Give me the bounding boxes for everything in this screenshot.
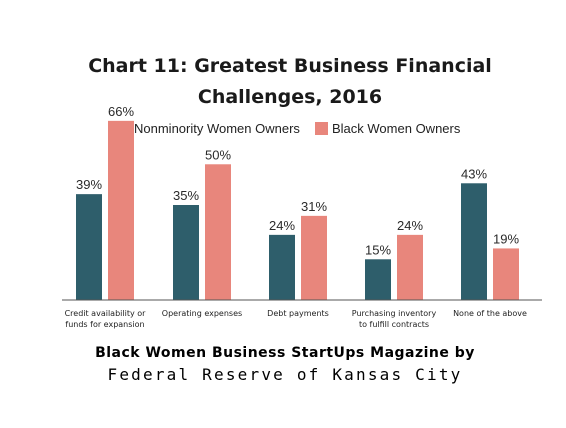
bar-black-women-0	[108, 120, 134, 300]
credit-line-1: Black Women Business StartUps Magazine b…	[95, 345, 475, 361]
chart-legend: Nonminority Women Owners Black Women Own…	[117, 121, 461, 136]
chart-title-line-1: Chart 11: Greatest Business Financial	[88, 55, 492, 77]
legend-swatch-black-women	[315, 122, 328, 135]
chart-title-line-2: Challenges, 2016	[198, 86, 382, 108]
value-label-black-women-4: 19%	[493, 231, 519, 246]
value-label-black-women-1: 50%	[205, 147, 231, 162]
bar-nonminority-1	[173, 205, 199, 300]
value-label-black-women-2: 31%	[301, 199, 327, 214]
bar-black-women-2	[301, 215, 327, 300]
legend-label-black-women: Black Women Owners	[332, 121, 461, 136]
value-label-group: 39% 66% 35% 50% 24% 31% 15% 24% 43% 19%	[76, 104, 519, 257]
bar-nonminority-4	[461, 183, 487, 300]
category-label-3-line-0: Purchasing inventory	[352, 309, 437, 318]
bar-group	[76, 120, 519, 300]
value-label-nonminority-4: 43%	[461, 166, 487, 181]
category-label-2-line-0: Debt payments	[267, 309, 329, 318]
credit-line-2: Federal Reserve of Kansas City	[108, 365, 463, 384]
value-label-nonminority-3: 15%	[365, 242, 391, 257]
value-label-nonminority-0: 39%	[76, 177, 102, 192]
category-label-0-line-1: funds for expansion	[65, 320, 144, 329]
category-label-0-line-0: Credit availability or	[65, 309, 147, 318]
bar-nonminority-3	[365, 259, 391, 300]
bar-nonminority-0	[76, 194, 102, 300]
bar-black-women-4	[493, 248, 519, 300]
category-label-4-line-0: None of the above	[453, 309, 527, 318]
bar-nonminority-2	[269, 234, 295, 300]
category-label-3-line-1: to fulfill contracts	[359, 320, 429, 329]
value-label-black-women-3: 24%	[397, 218, 423, 233]
bar-black-women-1	[205, 164, 231, 300]
value-label-nonminority-1: 35%	[173, 188, 199, 203]
category-label-1-line-0: Operating expenses	[162, 309, 242, 318]
bar-black-women-3	[397, 234, 423, 300]
value-label-nonminority-2: 24%	[269, 218, 295, 233]
legend-label-nonminority: Nonminority Women Owners	[134, 121, 300, 136]
category-label-group: Credit availability or funds for expansio…	[65, 309, 527, 329]
value-label-black-women-0: 66%	[108, 104, 134, 119]
